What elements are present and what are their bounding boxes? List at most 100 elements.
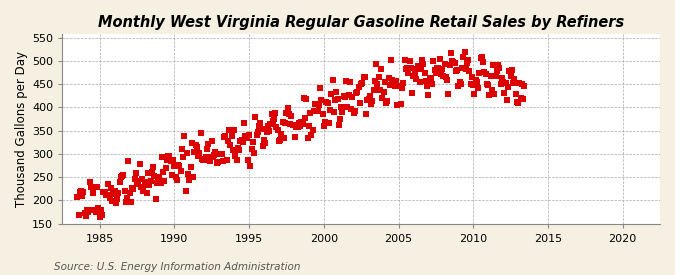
Point xyxy=(351,91,362,95)
Point xyxy=(269,117,279,122)
Point xyxy=(174,164,185,169)
Point xyxy=(114,179,125,184)
Point xyxy=(440,75,451,79)
Point xyxy=(240,134,250,138)
Point xyxy=(86,184,97,189)
Point xyxy=(487,87,497,92)
Point xyxy=(170,175,181,179)
Point xyxy=(320,120,331,125)
Point xyxy=(333,123,344,128)
Point xyxy=(418,62,429,66)
Point xyxy=(271,125,282,129)
Point xyxy=(136,185,146,189)
Point xyxy=(475,56,486,60)
Point xyxy=(331,90,342,95)
Point xyxy=(465,82,476,86)
Point xyxy=(352,90,363,95)
Point xyxy=(397,86,408,90)
Point xyxy=(427,82,437,87)
Point xyxy=(291,124,302,129)
Point xyxy=(267,119,278,123)
Point xyxy=(389,84,400,89)
Point xyxy=(446,51,456,55)
Point xyxy=(485,74,496,78)
Point xyxy=(326,92,337,96)
Point xyxy=(428,59,439,63)
Point xyxy=(307,128,318,133)
Point xyxy=(301,96,312,101)
Point xyxy=(101,193,111,198)
Point xyxy=(148,165,159,169)
Point xyxy=(192,154,203,158)
Point xyxy=(221,158,232,162)
Point xyxy=(474,71,485,76)
Point xyxy=(241,136,252,141)
Point xyxy=(242,158,253,163)
Point xyxy=(205,159,216,163)
Point xyxy=(259,138,269,142)
Point xyxy=(264,129,275,133)
Point xyxy=(248,140,259,144)
Point xyxy=(419,71,430,76)
Point xyxy=(479,70,490,74)
Point xyxy=(224,128,235,132)
Point xyxy=(382,98,393,103)
Point xyxy=(512,100,522,104)
Point xyxy=(185,165,196,170)
Point xyxy=(497,76,508,81)
Point xyxy=(93,206,104,210)
Point xyxy=(90,210,101,214)
Point xyxy=(168,158,179,162)
Point xyxy=(209,153,219,157)
Point xyxy=(204,155,215,160)
Point xyxy=(481,81,492,86)
Point xyxy=(302,136,313,141)
Point xyxy=(510,91,521,96)
Point xyxy=(194,151,205,155)
Point xyxy=(122,196,132,200)
Point xyxy=(234,147,244,152)
Point xyxy=(223,139,234,143)
Point xyxy=(160,166,171,170)
Point xyxy=(410,77,421,82)
Point xyxy=(412,66,423,71)
Point xyxy=(387,78,398,82)
Point xyxy=(433,66,443,70)
Point xyxy=(336,104,347,109)
Point xyxy=(232,158,242,162)
Point xyxy=(393,84,404,89)
Point xyxy=(255,121,266,125)
Point xyxy=(200,155,211,160)
Point xyxy=(297,122,308,127)
Point xyxy=(453,84,464,89)
Point xyxy=(403,71,414,76)
Point xyxy=(423,93,434,97)
Point xyxy=(281,111,292,115)
Point xyxy=(376,67,387,71)
Point xyxy=(483,82,493,87)
Point xyxy=(488,63,499,68)
Point xyxy=(372,82,383,87)
Point xyxy=(176,147,187,152)
Point xyxy=(425,76,436,80)
Point xyxy=(129,177,140,181)
Point xyxy=(239,121,250,126)
Point xyxy=(146,170,157,174)
Point xyxy=(189,150,200,154)
Point xyxy=(167,173,178,177)
Point xyxy=(276,132,287,136)
Point xyxy=(450,69,461,73)
Point xyxy=(111,200,122,205)
Point xyxy=(286,114,297,119)
Point xyxy=(459,50,470,54)
Point xyxy=(391,78,402,83)
Point xyxy=(290,135,300,139)
Point xyxy=(463,57,474,62)
Point xyxy=(515,95,526,100)
Point xyxy=(311,102,322,106)
Point xyxy=(127,186,138,191)
Point xyxy=(285,122,296,127)
Point xyxy=(519,83,530,88)
Point xyxy=(171,178,182,182)
Point xyxy=(105,186,116,190)
